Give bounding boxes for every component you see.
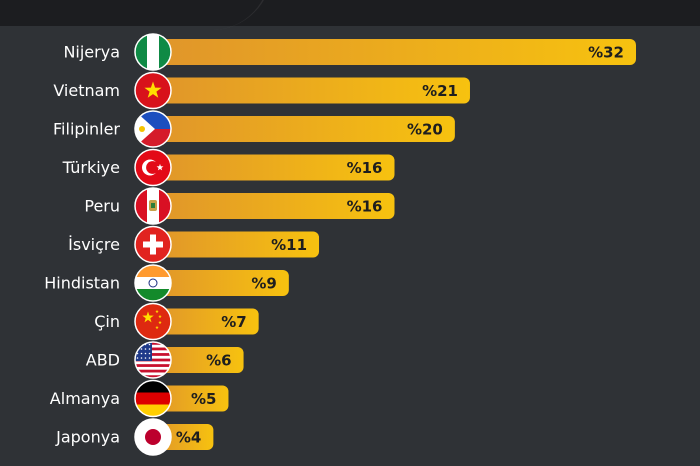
category-label: Vietnam [53, 81, 120, 100]
category-label: Almanya [50, 389, 120, 408]
germany-flag-icon [134, 379, 172, 418]
value-label: %6 [206, 352, 231, 370]
value-label: %16 [347, 198, 383, 216]
bar [153, 77, 470, 104]
category-label: İsviçre [68, 235, 120, 254]
value-label: %9 [251, 275, 276, 293]
bar-row: Türkiye %16 [62, 148, 395, 187]
bar [153, 231, 320, 258]
vietnam-flag-icon [134, 71, 172, 110]
value-label: %21 [422, 82, 458, 100]
turkey-flag-icon [134, 148, 172, 187]
category-label: Türkiye [62, 158, 120, 177]
value-label: %5 [191, 390, 216, 408]
bars-group: Nijerya %32 Vietnam %21 Filipinler %20 Türkiye… [44, 33, 636, 456]
category-label: ABD [86, 351, 120, 370]
bar-row: Peru %16 [84, 187, 395, 225]
bar-row: Nijerya %32 [63, 33, 636, 71]
value-label: %7 [221, 313, 246, 331]
bar-row: ABD %6 [86, 341, 244, 379]
china-flag-icon [134, 302, 172, 341]
value-label: %20 [407, 121, 443, 139]
bar [153, 193, 395, 219]
bar-row: Almanya %5 [50, 379, 229, 418]
category-label: Çin [94, 312, 120, 331]
bar-row: Vietnam %21 [53, 71, 470, 110]
bar [153, 39, 636, 65]
bar-row: Japonya %4 [55, 418, 214, 456]
bar [153, 308, 259, 335]
peru-flag-icon [134, 187, 172, 225]
value-label: %4 [176, 429, 201, 447]
value-label: %11 [271, 236, 307, 254]
bar-row: İsviçre %11 [68, 225, 320, 264]
japan-flag-icon [134, 418, 172, 456]
bar-row: Çin %7 [94, 302, 259, 341]
category-label: Japonya [55, 428, 120, 447]
category-label: Nijerya [63, 43, 120, 62]
header-band [0, 0, 700, 30]
nigeria-flag-icon [134, 33, 172, 71]
india-flag-icon [134, 264, 172, 302]
value-label: %32 [588, 44, 624, 62]
category-label: Hindistan [44, 274, 120, 293]
bar [153, 347, 244, 373]
category-label: Filipinler [53, 120, 120, 139]
value-label: %16 [347, 159, 383, 177]
bar-row: Hindistan %9 [44, 264, 289, 302]
bar [153, 154, 395, 181]
bar-row: Filipinler %20 [53, 110, 455, 148]
bar [153, 385, 229, 412]
philippines-flag-icon [134, 110, 172, 148]
bar [153, 270, 289, 296]
bar [153, 116, 455, 142]
category-label: Peru [84, 197, 120, 216]
switzerland-flag-icon [134, 225, 172, 264]
usa-flag-icon [134, 341, 172, 379]
